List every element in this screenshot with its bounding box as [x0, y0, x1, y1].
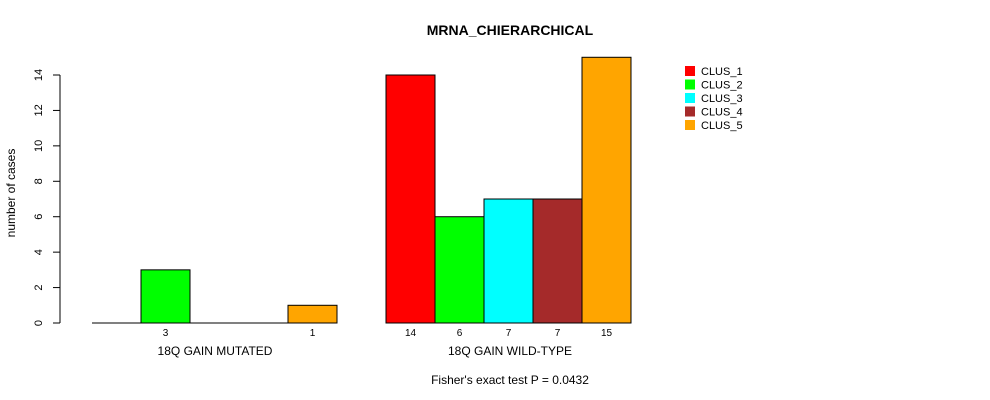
bar-clus-1-group-2	[385, 74, 436, 324]
bar-clus-5-group-1	[287, 304, 338, 324]
y-axis: 0 2 4 6 8 10 12 14	[33, 69, 61, 326]
legend-label: CLUS_3	[701, 93, 743, 105]
bar-value-label: 7	[555, 328, 561, 339]
bar-value-label: 6	[457, 328, 463, 339]
legend-label: CLUS_2	[701, 80, 743, 92]
y-tick-label: 6	[33, 214, 45, 220]
y-tick-label: 10	[33, 140, 45, 152]
bar-clus-5-group-2	[581, 56, 632, 324]
bar-labels: 3 1 14 6 7 7 15	[163, 328, 613, 339]
chart-title: MRNA_CHIERARCHICAL	[427, 22, 594, 38]
fisher-test-footnote: Fisher's exact test P = 0.0432	[431, 373, 589, 387]
bar-clus-2-group-1	[140, 269, 191, 324]
bar-value-label: 7	[506, 328, 512, 339]
legend-swatch	[685, 106, 695, 117]
bar-value-label: 15	[601, 328, 613, 339]
group-label-wild-type: 18Q GAIN WILD-TYPE	[448, 344, 572, 358]
bars	[92, 56, 632, 324]
bar-clus-2-group-2	[434, 216, 485, 324]
bar-value-label: 14	[405, 328, 417, 339]
legend-label: CLUS_1	[701, 66, 743, 78]
y-tick-label: 0	[33, 320, 45, 326]
group-label-mutated: 18Q GAIN MUTATED	[158, 344, 273, 358]
y-tick-label: 8	[33, 178, 45, 184]
bar-value-label: 3	[163, 328, 169, 339]
y-tick-label: 2	[33, 285, 45, 291]
bar-clus-4-group-2	[532, 198, 583, 324]
bar-value-label: 1	[310, 328, 316, 339]
legend-swatch	[685, 93, 695, 103]
legend-label: CLUS_4	[701, 107, 743, 119]
bar-clus-3-group-2	[483, 198, 534, 324]
legend-swatch	[685, 79, 695, 90]
group-labels: 18Q GAIN MUTATED 18Q GAIN WILD-TYPE	[158, 344, 572, 358]
y-tick-label: 4	[33, 249, 45, 255]
y-tick-label: 12	[33, 104, 45, 116]
y-axis-label: number of cases	[4, 149, 18, 238]
y-tick-label: 14	[33, 69, 45, 81]
legend-label: CLUS_5	[701, 120, 743, 132]
legend-swatch	[685, 66, 695, 76]
legend-swatch	[685, 120, 695, 130]
